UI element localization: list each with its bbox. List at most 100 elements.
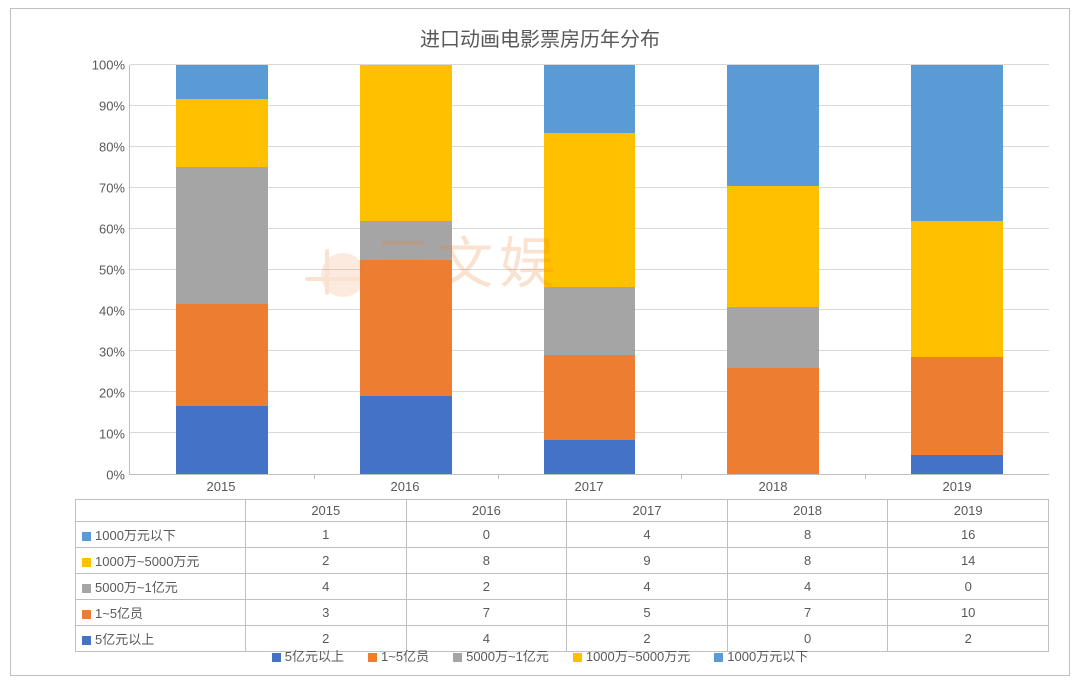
table-row: 1~5亿员375710 [76,600,1049,626]
table-cell: 4 [567,574,728,600]
y-tick-label: 50% [99,263,125,278]
table-corner-cell [76,500,246,522]
table-cell: 14 [888,548,1049,574]
legend-swatch [573,653,582,662]
legend-item: 5000万~1亿元 [453,646,549,665]
table-cell: 8 [406,548,567,574]
plot-area: 0%10%20%30%40%50%60%70%80%90%100% [75,65,1049,475]
table-cell: 9 [567,548,728,574]
table-cell: 8 [727,548,888,574]
bar-segment [176,99,268,167]
table-row: 1000万元以下104816 [76,522,1049,548]
y-tick-label: 30% [99,345,125,360]
table-cell: 7 [727,600,888,626]
bar-segment [176,406,268,474]
legend-swatch [368,653,377,662]
legend-swatch [82,636,91,645]
bar-segment [360,260,452,396]
bar-segment [544,287,636,355]
bar-segment [911,65,1003,221]
table-cell: 16 [888,522,1049,548]
y-tick-label: 0% [106,468,125,483]
table-cell: 2 [246,548,407,574]
table-cell: 1 [246,522,407,548]
y-tick-label: 20% [99,386,125,401]
y-tick-label: 10% [99,427,125,442]
y-tick-label: 60% [99,222,125,237]
bar-segment [727,368,819,474]
bar-segment [544,65,636,133]
bar-segment [544,440,636,474]
bar-segment [360,396,452,474]
table-row: 1000万~5000万元289814 [76,548,1049,574]
bars-layer [130,65,1049,474]
legend-swatch [272,653,281,662]
x-tick-label: 2016 [391,479,420,494]
bar-segment [727,307,819,368]
legend-item: 1000万~5000万元 [573,646,690,665]
bar-segment [544,133,636,286]
bar-column [360,65,452,474]
bar-segment [911,455,1003,474]
legend-swatch [82,532,91,541]
table-cell: 5 [567,600,728,626]
x-tick-label: 2015 [207,479,236,494]
table-cell: 7 [406,600,567,626]
table-cell: 0 [406,522,567,548]
x-tick-label: 2019 [943,479,972,494]
legend-swatch [453,653,462,662]
table-cell: 3 [246,600,407,626]
bar-column [176,65,268,474]
legend-swatch [714,653,723,662]
table-cell: 0 [888,574,1049,600]
bar-segment [176,304,268,406]
bar-column [727,65,819,474]
legend-item: 5亿元以上 [272,646,344,665]
table-row-header: 1000万~5000万元 [76,548,246,574]
table-col-header: 2017 [567,500,728,522]
table-cell: 2 [406,574,567,600]
bar-segment [911,357,1003,454]
bar-column [544,65,636,474]
table-row-header: 1000万元以下 [76,522,246,548]
x-tick-label: 2017 [575,479,604,494]
y-tick-label: 70% [99,181,125,196]
bar-segment [360,221,452,260]
chart-panel: 进口动画电影票房历年分布 0% 10% 20% 30% 40% 50% 60% 70% 80% 9… [10,8,1070,676]
bar-segment [176,167,268,303]
bar-segment [727,65,819,186]
y-tick-label: 90% [99,99,125,114]
plot [129,65,1049,475]
y-tick-label: 80% [99,140,125,155]
legend-swatch [82,558,91,567]
table-row-header: 5000万~1亿元 [76,574,246,600]
table-row-header: 1~5亿员 [76,600,246,626]
table-cell: 4 [246,574,407,600]
bar-segment [727,186,819,307]
bar-segment [911,221,1003,357]
x-tick-label: 2018 [759,479,788,494]
y-axis: 0%10%20%30%40%50%60%70%80%90%100% [75,65,129,475]
chart-title: 进口动画电影票房历年分布 [11,23,1069,51]
legend-item: 1000万元以下 [714,646,808,665]
table-row: 5000万~1亿元42440 [76,574,1049,600]
legend-item: 1~5亿员 [368,646,429,665]
bar-segment [544,355,636,440]
table-cell: 4 [567,522,728,548]
table-col-header: 2018 [727,500,888,522]
table-cell: 10 [888,600,1049,626]
table-cell: 4 [727,574,888,600]
figure: 进口动画电影票房历年分布 0% 10% 20% 30% 40% 50% 60% 70% 80% 9… [0,0,1080,684]
legend-swatch [82,584,91,593]
y-tick-label: 40% [99,304,125,319]
bar-segment [360,65,452,221]
y-tick-label: 100% [92,58,125,73]
table-col-header: 2019 [888,500,1049,522]
bar-column [911,65,1003,474]
table-row: 20152016201720182019 [76,500,1049,522]
legend-swatch [82,610,91,619]
table-col-header: 2016 [406,500,567,522]
table-col-header: 2015 [246,500,407,522]
legend: 5亿元以上 1~5亿员 5000万~1亿元 1000万~5000万元 1000万元以下 [11,646,1069,665]
data-table: 201520162017201820191000万元以下1048161000万~… [75,499,1049,652]
